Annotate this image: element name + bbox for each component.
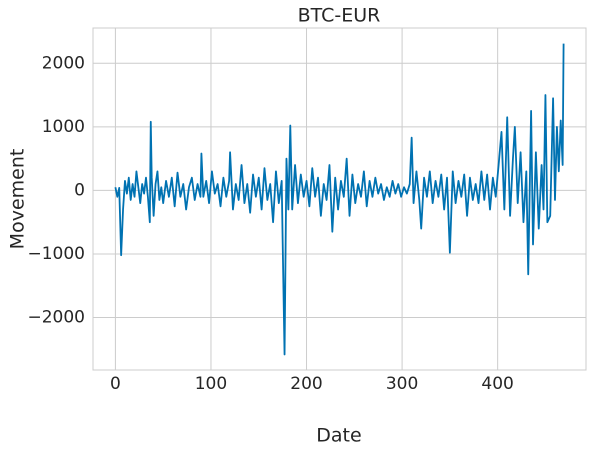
x-tick-label: 300 xyxy=(386,374,418,394)
y-tick-label: 2000 xyxy=(42,53,85,73)
x-tick-label: 0 xyxy=(110,374,121,394)
line xyxy=(114,43,565,356)
x-axis-label: Date xyxy=(316,425,361,447)
x-tick-label: 100 xyxy=(195,374,227,394)
x-tick-label: 400 xyxy=(481,374,513,394)
y-tick-label: −2000 xyxy=(27,308,85,328)
y-tick-label: 1000 xyxy=(42,117,85,137)
y-axis-label: Movement xyxy=(7,149,29,250)
y-tick-label: 0 xyxy=(74,180,85,200)
chart-title: BTC-EUR xyxy=(298,5,381,27)
y-tick-label: −1000 xyxy=(27,244,85,264)
x-tick-label: 200 xyxy=(290,374,322,394)
